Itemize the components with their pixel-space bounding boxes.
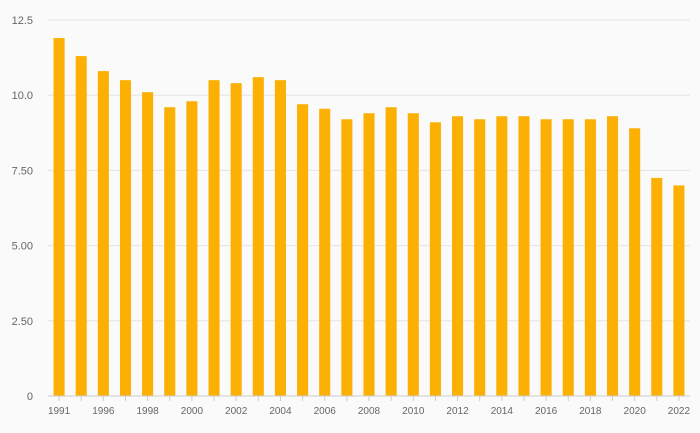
y-tick-labels: 0 2.50 5.00 7.50 10.0 12.5 bbox=[12, 15, 33, 403]
y-tick-label: 2.50 bbox=[12, 316, 33, 328]
y-tick-label: 7.50 bbox=[12, 165, 33, 177]
bar bbox=[53, 38, 65, 396]
x-tick-label: 1998 bbox=[136, 406, 159, 417]
y-tick-label: 0 bbox=[27, 391, 33, 403]
bar bbox=[75, 56, 87, 396]
bar bbox=[606, 116, 619, 397]
bar bbox=[496, 116, 508, 397]
bar bbox=[385, 107, 397, 397]
axes bbox=[48, 395, 690, 401]
x-tick-label: 2020 bbox=[624, 406, 647, 417]
bar bbox=[208, 80, 220, 396]
bar bbox=[274, 80, 286, 396]
bar bbox=[297, 104, 309, 396]
x-tick-label: 2008 bbox=[358, 406, 381, 417]
x-tick-labels: 1991 1996 1998 2000 2002 2004 2006 2008 2010 2012… bbox=[48, 406, 691, 417]
bar bbox=[252, 77, 264, 396]
bar bbox=[230, 83, 242, 396]
bar bbox=[562, 119, 574, 396]
x-tick-label: 2006 bbox=[314, 406, 337, 417]
x-tick-label: 2018 bbox=[579, 406, 602, 417]
bar bbox=[363, 113, 375, 397]
bar bbox=[164, 107, 176, 397]
bar bbox=[629, 128, 641, 396]
y-tick-label: 5.00 bbox=[12, 241, 33, 253]
bar bbox=[429, 122, 441, 396]
bar bbox=[142, 92, 154, 396]
bar bbox=[584, 119, 596, 396]
x-tick-label: 2012 bbox=[446, 406, 469, 417]
bar bbox=[673, 185, 685, 396]
bar bbox=[407, 113, 419, 397]
bar bbox=[97, 71, 109, 397]
bar bbox=[186, 101, 198, 396]
x-tick-label: 2002 bbox=[225, 406, 248, 417]
y-tick-label: 12.5 bbox=[12, 15, 33, 27]
x-tick-label: 2022 bbox=[668, 406, 691, 417]
x-tick-label: 2004 bbox=[269, 406, 292, 417]
x-tick-label: 2000 bbox=[181, 406, 204, 417]
bar bbox=[518, 116, 530, 397]
bar bbox=[119, 80, 132, 396]
bar bbox=[474, 119, 486, 396]
x-tick-label: 1996 bbox=[92, 406, 115, 417]
x-tick-label: 2010 bbox=[402, 406, 425, 417]
bar bbox=[540, 119, 552, 396]
bar bbox=[452, 116, 464, 397]
x-tick-label: 2016 bbox=[535, 406, 558, 417]
bar bbox=[319, 108, 331, 397]
bar bbox=[341, 119, 353, 396]
x-tick-label: 1991 bbox=[48, 406, 71, 417]
bar bbox=[651, 177, 663, 396]
y-tick-label: 10.0 bbox=[12, 90, 33, 102]
x-tick-label: 2014 bbox=[491, 406, 514, 417]
bars bbox=[53, 38, 685, 397]
